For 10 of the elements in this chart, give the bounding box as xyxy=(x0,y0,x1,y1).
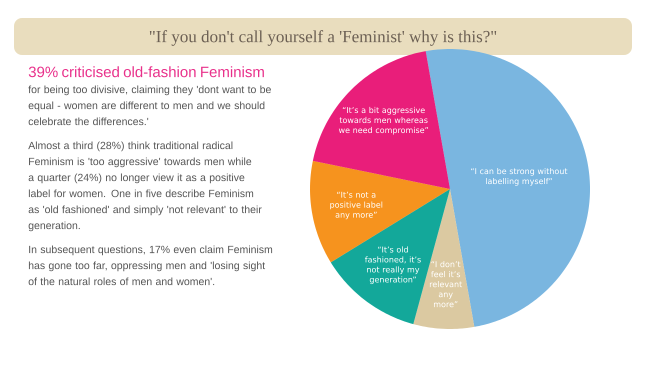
slice-label: “It’s not a positive label any more” xyxy=(330,192,382,220)
text: Almost a third (28%) think traditional radical Feminism is 'too aggressive' towards men while a quarter (24%) no longer view it as a positive label for women. One in five describe Feminism as 'old fashioned' and simply 'not relevant' to their generation. xyxy=(28,141,262,232)
text: for being too divisive, claiming they 'dont want to be equal - women are different to men and we should celebrate the differences.' xyxy=(28,85,271,126)
text: 39% criticised old-fashion Feminism xyxy=(28,66,264,78)
slice-label: “I don’t feel it’s relevant any more” xyxy=(430,261,462,308)
text: In subsequent questions, 17% even claim Feminism has gone too far, oppressing men and 'losing sight of the natural roles of men and women'. xyxy=(28,245,272,286)
slice-label: “I can be strong without labelling myself” xyxy=(471,168,568,186)
slice-label: “It’s old fashioned, it’s not really my generation” xyxy=(364,246,421,284)
chart-title: "If you don't call yourself a 'Feminist' why is this?" xyxy=(150,30,496,46)
slice-label: “It’s a bit aggressive towards men whereas we need compromise” xyxy=(338,106,428,135)
